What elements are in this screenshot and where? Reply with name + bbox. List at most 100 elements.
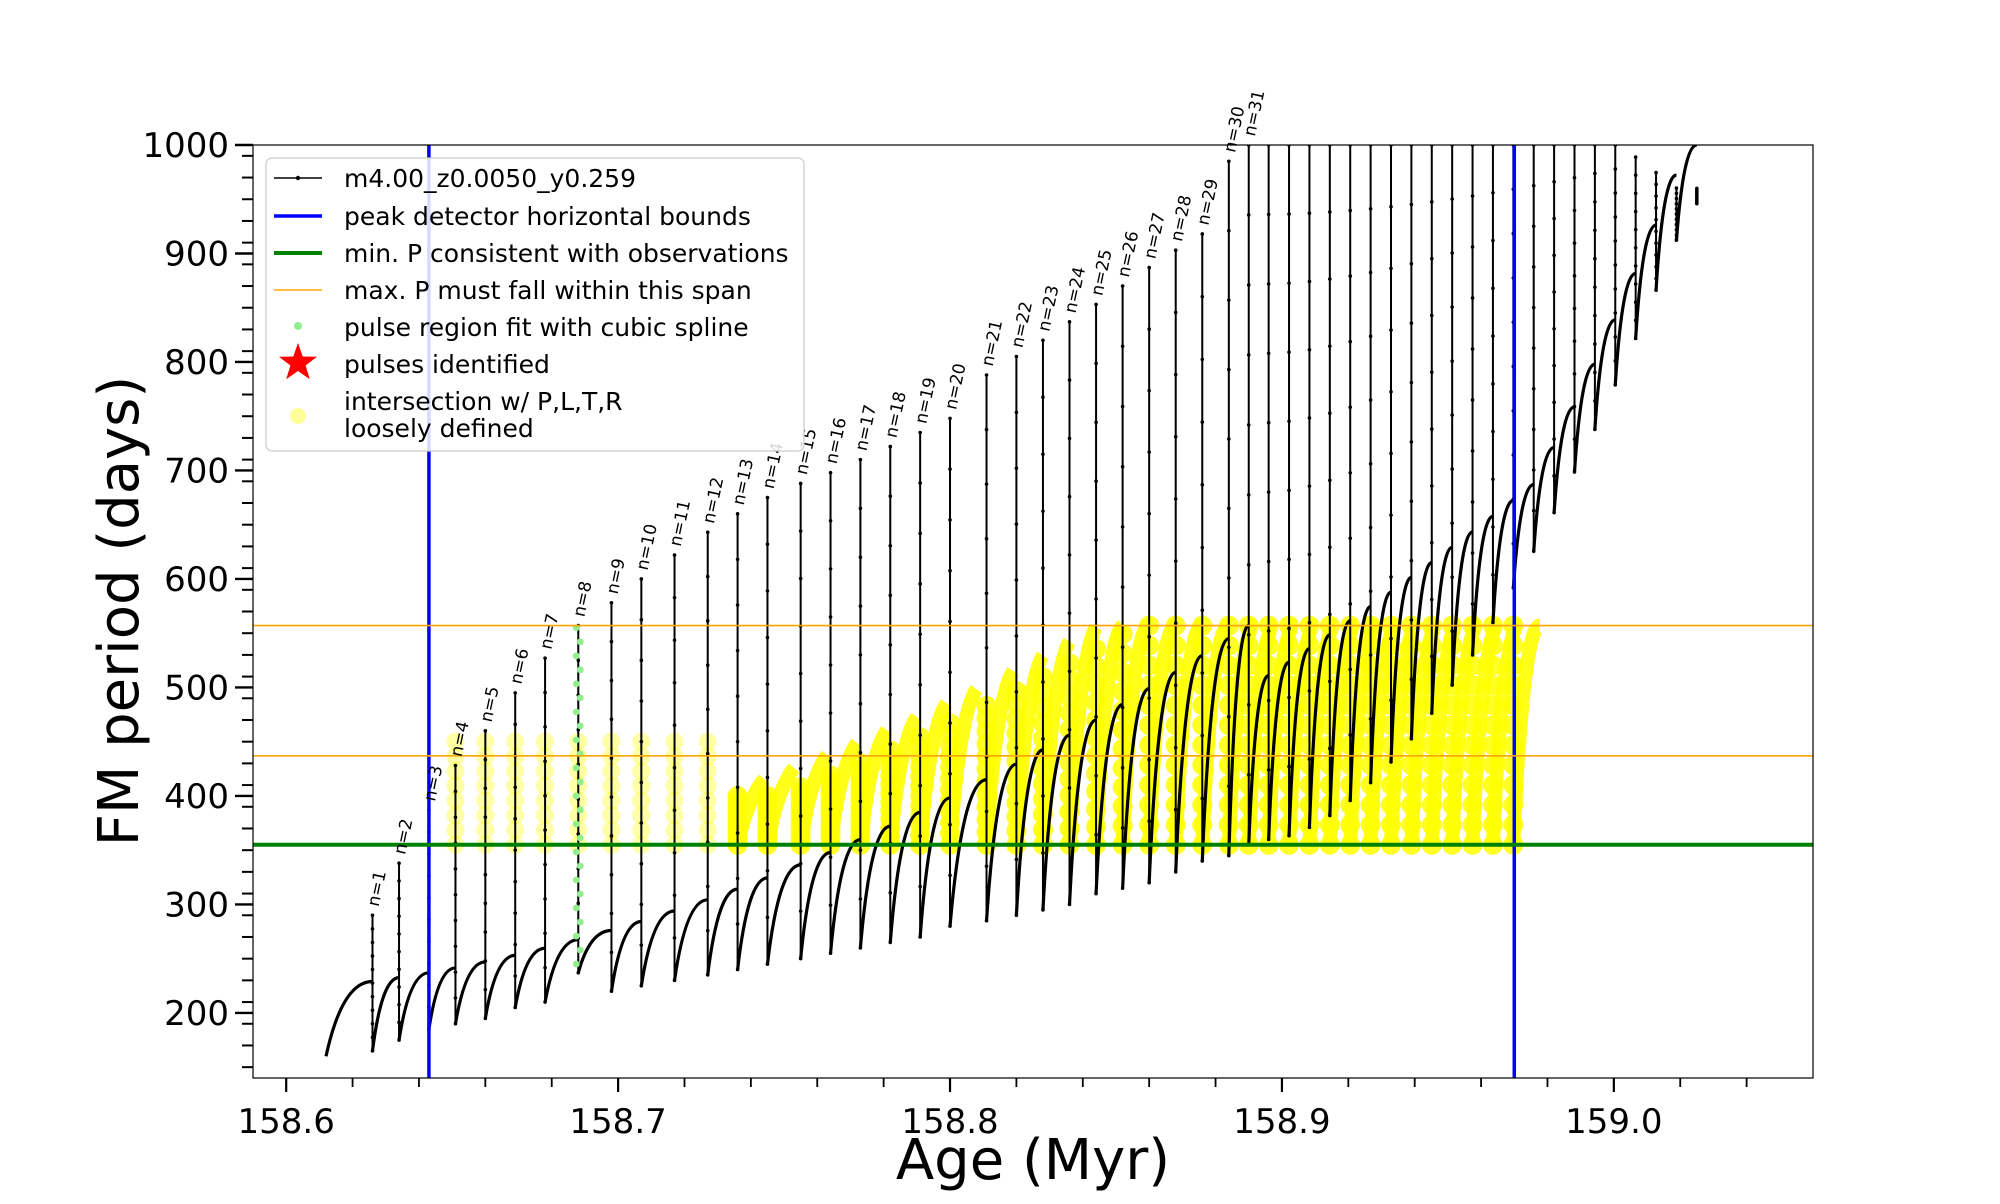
track-point bbox=[672, 850, 677, 855]
track-segment bbox=[1450, 530, 1474, 686]
intersection-marker bbox=[1462, 655, 1483, 676]
legend-label-intersection-line2: loosely defined bbox=[344, 414, 534, 443]
track-point bbox=[1328, 545, 1332, 550]
track-point bbox=[397, 896, 401, 901]
track-point bbox=[1429, 540, 1434, 545]
track-point bbox=[1041, 509, 1045, 513]
pulse-label: n=24 bbox=[1061, 265, 1090, 315]
track-segment bbox=[828, 838, 861, 954]
intersection-marker bbox=[1482, 655, 1503, 676]
y-tick-label: 800 bbox=[164, 343, 229, 383]
track-point bbox=[1552, 216, 1556, 221]
spline-point bbox=[576, 946, 584, 954]
track-point bbox=[948, 568, 952, 573]
track-point bbox=[1200, 232, 1205, 236]
y-axis-label: FM period (days) bbox=[87, 376, 152, 846]
track-point bbox=[1120, 645, 1125, 650]
intersection-band bbox=[793, 750, 833, 846]
track-point bbox=[483, 930, 488, 934]
track-point bbox=[1633, 191, 1638, 196]
track-point bbox=[370, 940, 375, 945]
track-point bbox=[1014, 466, 1019, 471]
track-point bbox=[1041, 452, 1045, 456]
track-point bbox=[1654, 194, 1658, 198]
track-point bbox=[513, 942, 518, 947]
track-point bbox=[1654, 229, 1658, 234]
track-point bbox=[1014, 410, 1019, 415]
track-point bbox=[765, 682, 770, 686]
track-point bbox=[1613, 335, 1618, 339]
track-point bbox=[1041, 338, 1045, 343]
track-point bbox=[984, 591, 989, 596]
track-point bbox=[1491, 429, 1495, 434]
track-point bbox=[1227, 228, 1231, 233]
track-point bbox=[1450, 521, 1454, 525]
track-segment bbox=[1247, 673, 1270, 845]
track-point bbox=[1094, 302, 1098, 307]
track-segment bbox=[1572, 362, 1596, 473]
track-point bbox=[1531, 265, 1536, 269]
track-point bbox=[639, 902, 644, 907]
track-point bbox=[1450, 413, 1454, 417]
track-point bbox=[1654, 182, 1658, 187]
track-segment bbox=[1593, 318, 1616, 430]
track-point bbox=[1067, 378, 1072, 382]
track-point bbox=[1307, 552, 1312, 557]
track-point bbox=[1531, 427, 1536, 432]
track-point bbox=[483, 901, 488, 906]
track-point bbox=[1246, 703, 1251, 707]
track-point bbox=[1593, 171, 1597, 176]
track-point bbox=[798, 576, 803, 581]
track-point bbox=[1120, 826, 1125, 830]
track-segment bbox=[918, 796, 951, 938]
pulse-label: n=8 bbox=[570, 579, 597, 618]
track-point bbox=[513, 722, 518, 727]
track-point bbox=[453, 815, 458, 819]
track-point bbox=[1094, 361, 1098, 366]
spline-point bbox=[576, 778, 584, 786]
track-point bbox=[1409, 261, 1414, 266]
spline-point bbox=[572, 960, 580, 968]
track-point bbox=[1200, 357, 1205, 362]
spline-point bbox=[576, 806, 584, 814]
intersection-band bbox=[943, 685, 983, 846]
track-point bbox=[1014, 578, 1019, 582]
track-segment bbox=[1067, 718, 1097, 905]
track-point bbox=[1348, 667, 1353, 672]
track-point bbox=[397, 861, 401, 865]
track-point bbox=[672, 765, 677, 770]
track-point bbox=[1389, 575, 1393, 579]
x-tick-label: 159.0 bbox=[1565, 1102, 1662, 1142]
track-point bbox=[397, 932, 401, 936]
track-point bbox=[483, 959, 488, 963]
track-point bbox=[1409, 499, 1414, 504]
track-point bbox=[639, 780, 644, 785]
legend-label-bounds: peak detector horizontal bounds bbox=[344, 202, 751, 231]
track-segment bbox=[1491, 498, 1514, 623]
track-point bbox=[1094, 597, 1098, 601]
track-point bbox=[1368, 461, 1373, 466]
spline-point bbox=[576, 890, 584, 898]
track-point bbox=[1470, 602, 1475, 606]
track-point bbox=[1328, 746, 1332, 751]
track-segment bbox=[1307, 633, 1331, 828]
track-point bbox=[1200, 608, 1205, 612]
track-point bbox=[918, 531, 922, 536]
track-point bbox=[1593, 256, 1597, 261]
track-point bbox=[639, 577, 644, 581]
track-point bbox=[1491, 190, 1495, 195]
intersection-band bbox=[1062, 623, 1103, 846]
track-point bbox=[1348, 470, 1353, 475]
track-point bbox=[543, 931, 547, 936]
track-segment bbox=[370, 976, 400, 1052]
legend-pulses-star-icon bbox=[279, 343, 317, 380]
track-point bbox=[1633, 300, 1638, 304]
track-point bbox=[888, 692, 893, 697]
track-point bbox=[1674, 207, 1679, 211]
track-point bbox=[609, 717, 614, 722]
spline-point bbox=[572, 904, 580, 912]
track-point bbox=[1531, 468, 1536, 472]
track-point bbox=[705, 884, 710, 889]
intersection-band bbox=[1035, 637, 1076, 846]
track-point bbox=[1014, 522, 1019, 526]
